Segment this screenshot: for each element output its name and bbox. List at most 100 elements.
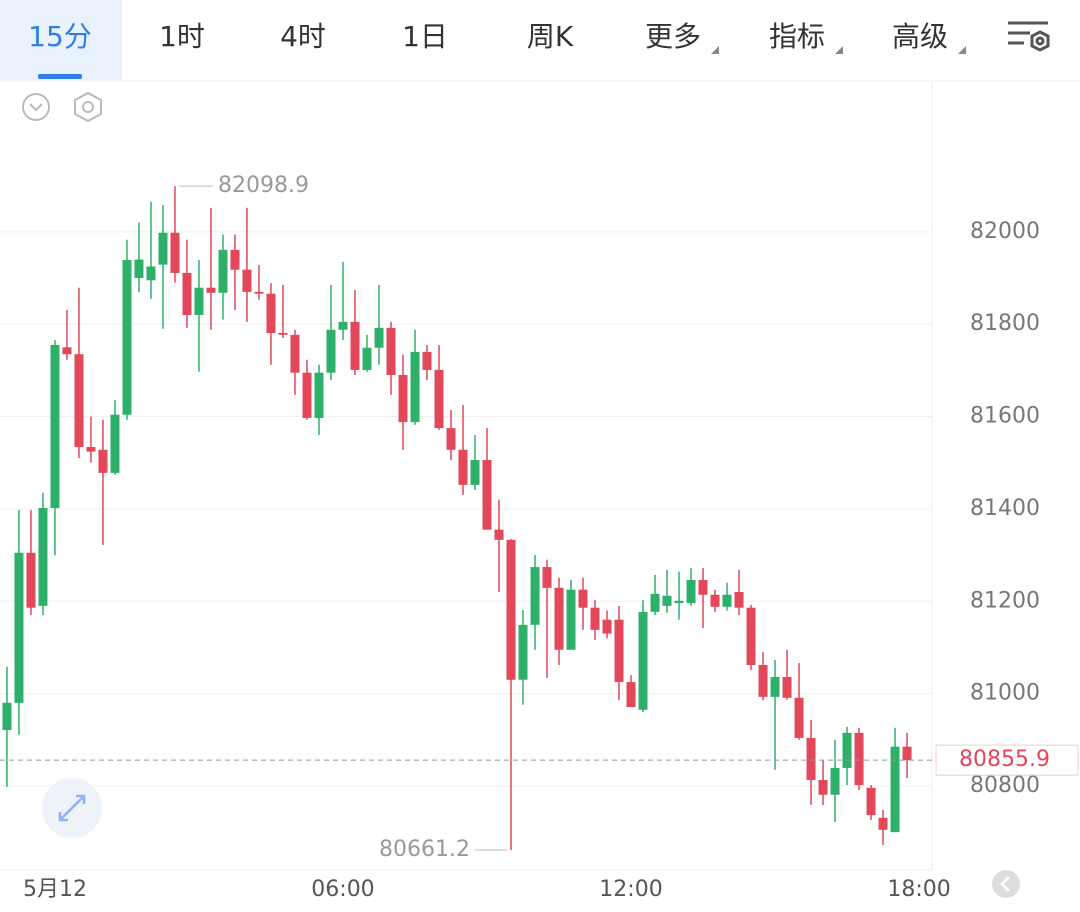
y-tick-label: 82000 bbox=[970, 219, 1040, 244]
collapse-icon[interactable] bbox=[22, 93, 50, 121]
candle-body bbox=[2, 702, 12, 731]
candle-body bbox=[482, 459, 492, 530]
candle-body bbox=[806, 737, 816, 780]
candle-body bbox=[518, 624, 528, 680]
candle-body bbox=[374, 327, 384, 348]
tab[interactable]: 更多 bbox=[645, 20, 701, 53]
candle-body bbox=[134, 259, 144, 279]
candle-body bbox=[842, 732, 852, 768]
candle-body bbox=[326, 329, 336, 373]
candle-body bbox=[638, 611, 648, 710]
y-tick-label: 81800 bbox=[970, 311, 1040, 336]
candle-body bbox=[254, 291, 264, 294]
candle-body bbox=[854, 732, 864, 786]
settings-icon[interactable] bbox=[1008, 21, 1050, 52]
tab[interactable]: 高级 bbox=[892, 20, 948, 53]
x-tick-label: 12:00 bbox=[599, 877, 662, 902]
candle-body bbox=[50, 344, 60, 508]
setting-hex-icon[interactable] bbox=[74, 91, 102, 123]
candle-body bbox=[890, 746, 900, 833]
plot: 80800 81000 81200 81400 81600 81800 82000 5月12 0… bbox=[0, 173, 1079, 902]
candle-body bbox=[746, 607, 756, 665]
candle-body bbox=[338, 321, 348, 330]
candle-body bbox=[38, 507, 48, 606]
candle-body bbox=[830, 767, 840, 795]
candle-body bbox=[458, 449, 468, 485]
candle-body bbox=[14, 552, 24, 703]
candle-body bbox=[722, 594, 732, 607]
candle-body bbox=[146, 266, 156, 281]
candle-body bbox=[206, 287, 216, 293]
candle-body bbox=[878, 817, 888, 830]
candle-body bbox=[626, 682, 636, 707]
y-tick-label: 81400 bbox=[970, 496, 1040, 521]
candle-body bbox=[62, 347, 72, 355]
candle-body bbox=[494, 529, 504, 540]
candle-body bbox=[818, 779, 828, 795]
candle-body bbox=[662, 595, 672, 606]
x-tick-label: 06:00 bbox=[311, 877, 374, 902]
candle-body bbox=[770, 676, 780, 697]
candle-body bbox=[566, 589, 576, 650]
candle-body bbox=[578, 589, 588, 608]
candle-body bbox=[782, 676, 792, 698]
dropdown-mark bbox=[711, 46, 719, 54]
candle-body bbox=[686, 580, 696, 604]
x-tick-label: 18:00 bbox=[887, 877, 950, 902]
candle-body bbox=[554, 587, 564, 650]
candle-body bbox=[542, 567, 552, 588]
candle-body bbox=[170, 232, 180, 273]
tab[interactable]: 指标 bbox=[769, 20, 825, 53]
tab[interactable]: 1日 bbox=[402, 20, 448, 53]
candle-body bbox=[110, 414, 120, 473]
candle-body bbox=[266, 293, 276, 333]
candle-body bbox=[530, 567, 540, 625]
candle-body bbox=[614, 619, 624, 683]
candle-body bbox=[434, 369, 444, 429]
y-tick-label: 80800 bbox=[970, 773, 1040, 798]
candle-body bbox=[314, 372, 324, 418]
candle-body bbox=[902, 746, 912, 761]
candle-body bbox=[122, 260, 132, 415]
tab[interactable]: 周K bbox=[527, 20, 574, 53]
tab-bar: 15分 1时 4时 1日 周K 更多 指标 高级 bbox=[28, 20, 966, 54]
candle-body bbox=[350, 321, 360, 370]
candle-body bbox=[446, 428, 456, 450]
candle-body bbox=[182, 272, 192, 315]
back-icon[interactable] bbox=[992, 870, 1020, 898]
tab-selected-bg bbox=[0, 0, 122, 80]
candle-body bbox=[758, 664, 768, 697]
max-label: 82098.9 bbox=[218, 173, 309, 198]
candle-body bbox=[734, 592, 744, 608]
candle-body bbox=[710, 594, 720, 607]
expand-icon[interactable] bbox=[42, 778, 102, 838]
candle-body bbox=[794, 697, 804, 738]
candle-body bbox=[398, 374, 408, 423]
candle-body bbox=[362, 347, 372, 370]
candle-body bbox=[302, 372, 312, 418]
candle-body bbox=[230, 249, 240, 270]
last-price-label: 80855.9 bbox=[959, 747, 1050, 772]
candle-body bbox=[26, 552, 36, 608]
y-tick-label: 81000 bbox=[970, 681, 1040, 706]
tab[interactable]: 15分 bbox=[28, 20, 92, 53]
candle-body bbox=[506, 539, 516, 680]
dropdown-mark bbox=[958, 46, 966, 54]
candle-body bbox=[386, 327, 396, 375]
y-tick-label: 81200 bbox=[970, 588, 1040, 613]
tab[interactable]: 4时 bbox=[280, 20, 326, 53]
dropdown-mark bbox=[835, 46, 843, 54]
candle-body bbox=[242, 269, 252, 292]
candle-body bbox=[86, 447, 96, 452]
candle-body bbox=[590, 607, 600, 630]
tab[interactable]: 1时 bbox=[159, 20, 205, 53]
min-label: 80661.2 bbox=[379, 837, 470, 862]
y-tick-label: 81600 bbox=[970, 404, 1040, 429]
candle-body bbox=[158, 232, 168, 265]
candle-body bbox=[98, 449, 108, 473]
candle-body bbox=[410, 351, 420, 423]
candle-body bbox=[674, 600, 684, 604]
tab-underline bbox=[38, 74, 82, 79]
candle-body bbox=[290, 334, 300, 373]
candle-body bbox=[650, 593, 660, 612]
